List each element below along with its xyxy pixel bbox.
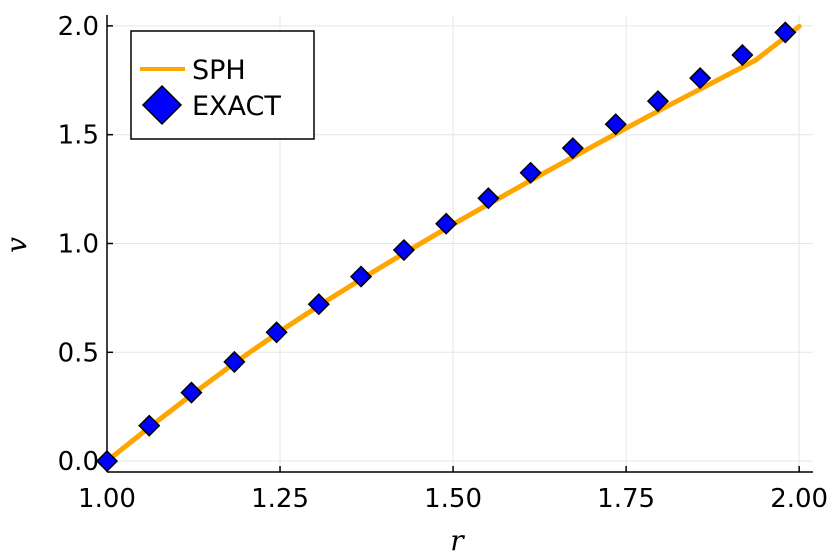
x-tick-label: 2.00 [770,484,828,514]
exact-point [646,90,670,113]
legend-exact-marker [141,84,183,126]
x-axis-label: r [450,524,465,554]
exact-point [180,381,203,404]
exact-point [561,137,584,160]
exact-point [265,321,288,344]
exact-point [223,350,246,373]
x-tick-label: 1.50 [424,484,482,514]
exact-point [392,238,415,262]
x-tick-label: 1.25 [251,484,309,514]
exact-point [349,265,373,288]
tick-labels: 1.00 1.25 1.50 1.75 2.00 0.0 0.5 1.0 1.5 2.0 [58,12,828,514]
y-tick-label: 2.0 [58,12,99,42]
y-tick-label: 1.5 [58,121,99,151]
y-tick-label: 0.5 [58,338,99,368]
legend: SPH EXACT [130,30,315,140]
exact-point [689,67,712,90]
exact-point [307,293,330,316]
exact-point [731,43,754,67]
y-axis-label: v [0,237,33,253]
exact-point [138,414,161,437]
x-tick-label: 1.75 [597,484,655,514]
exact-point [435,212,458,235]
exact-point [519,161,542,184]
series-exact [95,21,797,473]
legend-exact-label: EXACT [192,91,281,122]
x-tick-label: 1.00 [78,484,136,514]
y-tick-label: 0.0 [58,447,99,477]
legend-sph-label: SPH [192,55,246,86]
exact-point [477,187,500,210]
exact-point [604,113,627,136]
exact-point [95,450,119,473]
exact-point [774,21,797,44]
y-tick-label: 1.0 [58,230,99,260]
